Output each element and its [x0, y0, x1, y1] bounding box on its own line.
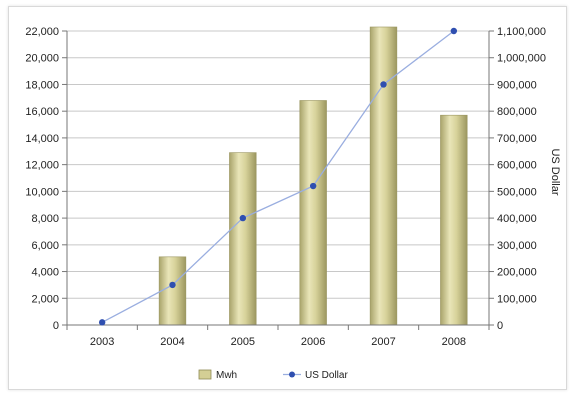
- right-axis-tick-label: 300,000: [497, 240, 537, 252]
- x-axis-tick-label: 2004: [160, 336, 184, 348]
- legend: Mwh US Dollar: [198, 369, 348, 381]
- point-2003: [98, 319, 106, 326]
- left-axis-tick-label: 20,000: [25, 53, 59, 65]
- point-2007: [380, 81, 387, 88]
- left-axis-tick-label: 18,000: [25, 79, 59, 91]
- right-axis-tick-label: 800,000: [497, 106, 537, 118]
- line-series-us-dollar: [98, 27, 458, 326]
- chart: 0 0 2,000 100,000 4,000 200,000 6,000 300,000 8,…: [25, 26, 561, 381]
- bar-2005: [229, 152, 257, 326]
- point-2006: [309, 182, 317, 190]
- legend-swatch-mwh: [198, 369, 212, 380]
- x-axis-tick-label: 2003: [90, 336, 114, 348]
- left-axis-tick-label: 10,000: [25, 186, 59, 198]
- bar-2004: [158, 256, 187, 326]
- right-axis-tick-label: 400,000: [497, 213, 537, 225]
- left-axis-tick-label: 8,000: [31, 213, 59, 225]
- left-axis-tick-label: 14,000: [25, 133, 59, 145]
- us-dollar-line: [101, 30, 455, 323]
- point-2008: [450, 27, 458, 35]
- right-axis-tick-label: 700,000: [497, 133, 537, 145]
- bar-2006: [299, 100, 327, 326]
- bar-series-mwh: [158, 26, 468, 326]
- x-axis-tick-label: 2007: [371, 336, 395, 348]
- right-axis-tick-label: 100,000: [497, 293, 537, 305]
- x-axis-tick-label: 2006: [301, 336, 325, 348]
- left-axis-tick-label: 6,000: [31, 240, 59, 252]
- left-axis-tick-label: 22,000: [25, 26, 59, 38]
- point-2004: [169, 281, 176, 289]
- legend-label-mwh: Mwh: [216, 370, 237, 381]
- tick-labels: 0 0 2,000 100,000 4,000 200,000 6,000 300,000 8,…: [25, 26, 546, 348]
- right-axis-title: US Dollar: [549, 148, 561, 195]
- chart-container: 0 0 2,000 100,000 4,000 200,000 6,000 300,000 8,…: [8, 6, 567, 390]
- right-axis-tick-label: 200,000: [497, 267, 537, 279]
- right-axis-tick-label: 0: [497, 320, 503, 332]
- left-axis-tick-label: 0: [53, 320, 59, 332]
- gridlines: [67, 30, 489, 299]
- left-axis-tick-label: 4,000: [31, 267, 59, 279]
- left-axis-tick-label: 12,000: [25, 160, 59, 172]
- left-axis-tick-label: 2,000: [31, 293, 59, 305]
- legend-marker-us-dollar: [289, 371, 295, 378]
- right-axis-tick-label: 900,000: [497, 79, 537, 91]
- point-2005: [239, 214, 247, 222]
- x-axis-tick-label: 2005: [231, 336, 255, 348]
- right-axis-tick-label: 500,000: [497, 186, 537, 198]
- right-axis-tick-label: 1,000,000: [497, 53, 546, 65]
- axes: [62, 30, 494, 330]
- legend-label-us-dollar: US Dollar: [305, 370, 348, 381]
- right-axis-tick-label: 1,100,000: [497, 26, 546, 38]
- x-axis-tick-label: 2008: [442, 336, 466, 348]
- right-axis-tick-label: 600,000: [497, 160, 537, 172]
- bar-2008: [440, 114, 468, 326]
- bar-2007: [369, 26, 398, 326]
- left-axis-tick-label: 16,000: [25, 106, 59, 118]
